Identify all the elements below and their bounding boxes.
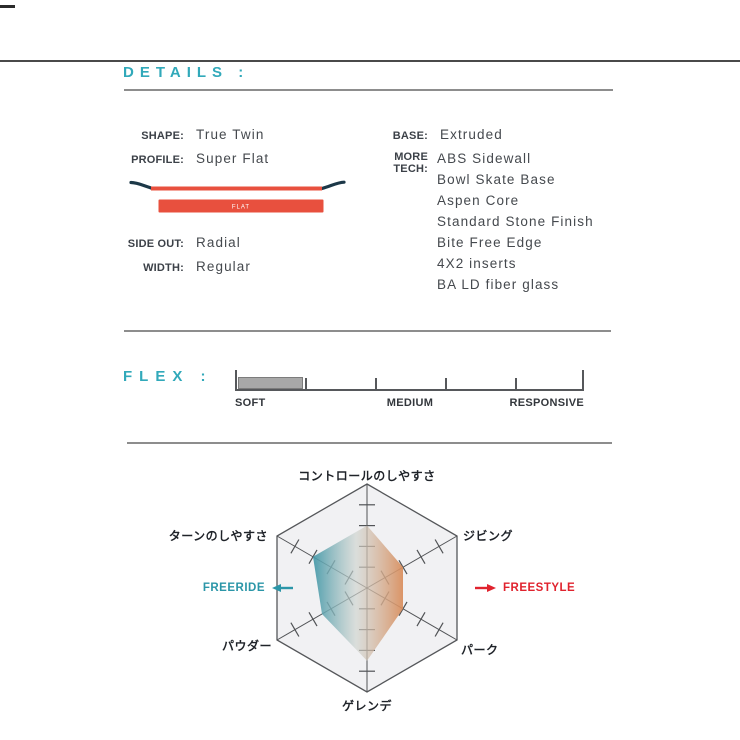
flex-tick-end [582, 370, 584, 390]
spec-value-shape: True Twin [196, 127, 265, 142]
tech-item: 4X2 inserts [437, 256, 517, 271]
radar-label-control: コントロールのしやすさ [298, 469, 436, 483]
flex-tick-start [235, 370, 237, 390]
spec-row-width: WIDTH: Regular [110, 259, 251, 274]
flex-tick [515, 378, 517, 390]
radar-data-polygon [313, 525, 403, 661]
radar-label-gelande: ゲレンデ [341, 699, 392, 713]
flex-tick [445, 378, 447, 390]
spec-row-shape: SHAPE: True Twin [110, 127, 264, 142]
flex-tick [375, 378, 377, 390]
left-arrow-icon [272, 584, 293, 592]
flex-value-bar [238, 377, 303, 389]
spec-label-width: WIDTH: [143, 262, 184, 274]
freeride-legend: FREERIDE [170, 582, 294, 594]
flex-label-responsive: RESPONSIVE [509, 397, 584, 409]
spec-row-more-tech: MORE TECH: [360, 151, 428, 175]
radar-label-park: パーク [461, 643, 499, 657]
tech-item: Bowl Skate Base [437, 172, 556, 187]
flex-label-soft: SOFT [235, 397, 266, 409]
radar-chart [276, 483, 458, 693]
board-profile-graphic: FLAT [129, 180, 346, 213]
tech-item: BA LD fiber glass [437, 277, 560, 292]
freestyle-legend: FREESTYLE [474, 582, 575, 594]
spec-row-base: BASE: Extruded [360, 127, 503, 142]
flex-scale-baseline [235, 389, 584, 391]
tech-item: ABS Sidewall [437, 151, 532, 166]
spec-value-side-out: Radial [196, 235, 241, 250]
spec-label-side-out: SIDE OUT: [127, 238, 184, 250]
flex-bottom-divider [127, 442, 612, 444]
radar-label-jibbing: ジビング [463, 529, 514, 543]
freeride-label: FREERIDE [202, 582, 265, 594]
spec-label-profile: PROFILE: [131, 154, 184, 166]
top-left-dash [0, 5, 15, 8]
freestyle-label: FREESTYLE [503, 582, 576, 594]
flat-bar [158, 199, 324, 213]
spec-value-width: Regular [196, 259, 251, 274]
flat-bar-label: FLAT [232, 205, 250, 211]
details-heading: DETAILS : [123, 64, 250, 81]
spec-row-side-out: SIDE OUT: Radial [110, 235, 241, 250]
spec-label-more-tech: MORE TECH: [393, 151, 428, 175]
flex-tick [305, 378, 307, 390]
spec-value-profile: Super Flat [196, 151, 270, 166]
tech-item: Aspen Core [437, 193, 520, 208]
spec-label-base: BASE: [392, 130, 428, 142]
tech-item: Standard Stone Finish [437, 214, 594, 229]
flex-label-medium: MEDIUM [386, 397, 434, 409]
radar-label-powder: パウダー [221, 639, 272, 653]
top-rule [0, 60, 740, 62]
spec-label-shape: SHAPE: [141, 130, 184, 142]
details-divider [124, 89, 613, 91]
radar-label-turn: ターンのしやすさ [168, 529, 268, 543]
tech-item: Bite Free Edge [437, 235, 543, 250]
spec-value-base: Extruded [440, 127, 503, 142]
flex-heading: FLEX : [123, 368, 213, 385]
spec-row-profile: PROFILE: Super Flat [110, 151, 269, 166]
right-arrow-icon [475, 584, 496, 592]
flex-top-divider [124, 330, 611, 332]
